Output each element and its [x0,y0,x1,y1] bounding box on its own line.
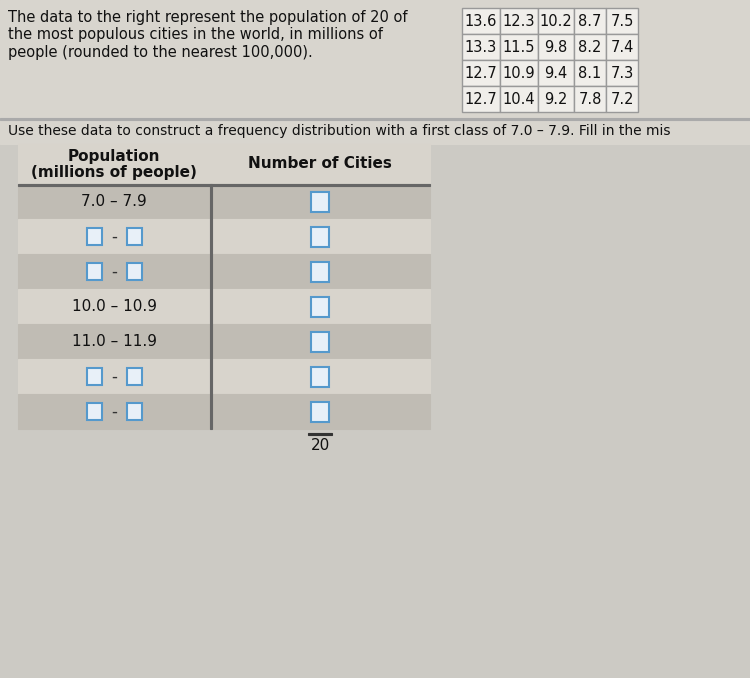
Bar [574,8,606,34]
Bar [500,8,538,34]
Text: 20: 20 [310,437,330,452]
Bar [86,403,101,420]
Text: 13.6: 13.6 [465,14,497,28]
Bar [18,144,430,184]
Text: 9.8: 9.8 [544,39,568,54]
Bar [606,60,638,86]
Bar [500,34,538,60]
Bar [86,263,101,280]
Text: 7.2: 7.2 [610,92,634,106]
Text: 8.7: 8.7 [578,14,602,28]
Text: 8.1: 8.1 [578,66,602,81]
Bar [18,289,430,324]
Bar [574,34,606,60]
Text: 7.0 – 7.9: 7.0 – 7.9 [81,194,147,209]
Bar [127,263,142,280]
Bar [462,8,500,34]
Text: 13.3: 13.3 [465,39,497,54]
Bar [574,60,606,86]
Text: -: - [111,228,117,245]
Bar [574,86,606,112]
Text: 10.0 – 10.9: 10.0 – 10.9 [71,299,157,314]
Text: 12.7: 12.7 [464,66,497,81]
Bar [18,254,430,289]
Bar [538,86,574,112]
Bar [18,359,430,394]
Bar [311,191,329,212]
Bar [538,34,574,60]
Bar [210,184,212,429]
Text: 9.2: 9.2 [544,92,568,106]
Text: 10.9: 10.9 [503,66,536,81]
Text: 10.4: 10.4 [503,92,536,106]
Bar [606,8,638,34]
Text: 10.2: 10.2 [540,14,572,28]
Text: 7.8: 7.8 [578,92,602,106]
Text: Use these data to construct a frequency distribution with a first class of 7.0 –: Use these data to construct a frequency … [8,124,670,138]
Bar [538,8,574,34]
Bar [311,367,329,386]
Bar [308,433,332,435]
Bar [0,0,750,118]
Text: 12.7: 12.7 [464,92,497,106]
Text: -: - [111,367,117,386]
Bar [462,34,500,60]
Text: 11.0 – 11.9: 11.0 – 11.9 [71,334,157,349]
Bar [18,184,430,219]
Bar [606,34,638,60]
Bar [18,394,430,429]
Bar [18,184,430,186]
Bar [127,403,142,420]
Bar [0,118,750,144]
Bar [462,86,500,112]
Bar [18,219,430,254]
Text: The data to the right represent the population of 20 of
the most populous cities: The data to the right represent the popu… [8,10,407,60]
Text: 7.3: 7.3 [610,66,634,81]
Bar [18,324,430,359]
Bar [311,401,329,422]
Bar [606,86,638,112]
Text: 9.4: 9.4 [544,66,568,81]
Text: (millions of people): (millions of people) [31,165,197,180]
Bar [127,228,142,245]
Text: 7.4: 7.4 [610,39,634,54]
Bar [311,296,329,317]
Bar [311,226,329,247]
Bar [462,60,500,86]
Bar [86,228,101,245]
Text: -: - [111,262,117,281]
Bar [311,332,329,351]
Bar [500,60,538,86]
Text: 8.2: 8.2 [578,39,602,54]
Text: Number of Cities: Number of Cities [248,157,392,172]
Text: 12.3: 12.3 [503,14,536,28]
Text: -: - [111,403,117,420]
Bar [538,60,574,86]
Text: 11.5: 11.5 [503,39,536,54]
Bar [127,368,142,385]
Bar [311,262,329,281]
Bar [500,86,538,112]
Text: Population: Population [68,148,160,163]
Bar [0,118,750,119]
Bar [86,368,101,385]
Text: 7.5: 7.5 [610,14,634,28]
